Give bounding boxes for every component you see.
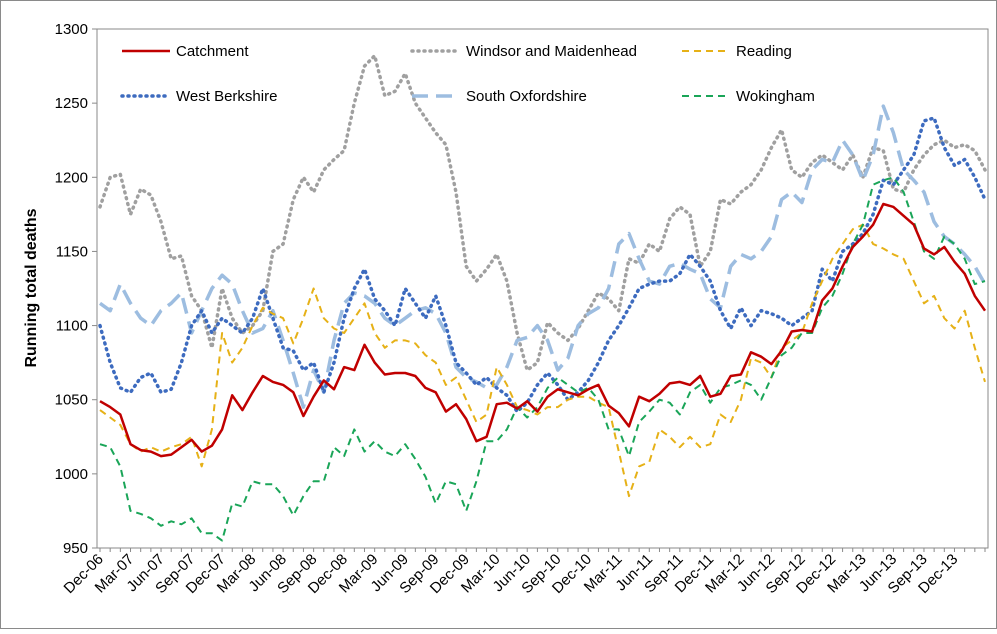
plot-area bbox=[96, 28, 989, 549]
y-tick-label: 1150 bbox=[56, 243, 88, 260]
legend-label: Catchment bbox=[176, 43, 249, 60]
y-axis-label: Running total deaths bbox=[23, 208, 40, 367]
y-tick-label: 1050 bbox=[55, 392, 88, 409]
legend-label: Reading bbox=[736, 43, 792, 60]
series-line bbox=[98, 53, 987, 372]
series-line bbox=[99, 202, 987, 458]
series-line bbox=[99, 176, 986, 542]
legend-label: Windsor and Maidenhead bbox=[466, 43, 637, 60]
y-tick-label: 1250 bbox=[55, 95, 88, 112]
y-tick-label: 1000 bbox=[55, 466, 88, 483]
series-line bbox=[98, 104, 987, 409]
y-tick-label: 1100 bbox=[56, 318, 88, 335]
y-tick-label: 1300 bbox=[55, 21, 88, 38]
y-tick-label: 950 bbox=[63, 540, 88, 557]
legend-label: Wokingham bbox=[736, 88, 815, 105]
legend-label: South Oxfordshire bbox=[466, 88, 587, 105]
legend-label: West Berkshire bbox=[176, 88, 277, 105]
series-line bbox=[99, 223, 986, 498]
y-tick-label: 1200 bbox=[55, 169, 88, 186]
series-line bbox=[98, 116, 987, 414]
